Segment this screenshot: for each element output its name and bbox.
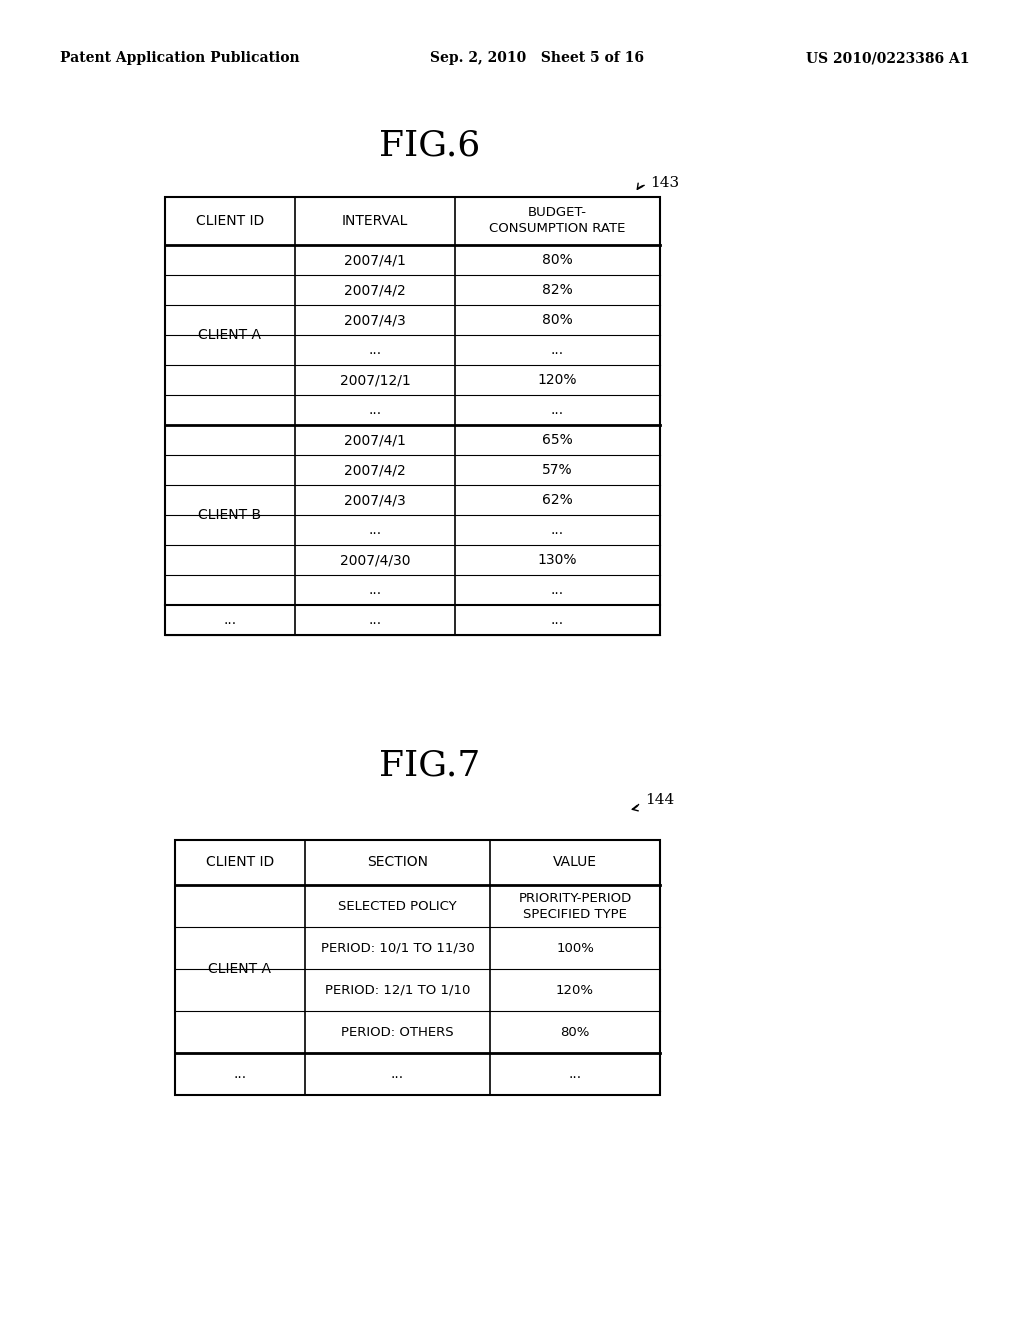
Text: 120%: 120% bbox=[538, 374, 578, 387]
Text: ...: ... bbox=[568, 1067, 582, 1081]
Text: CLIENT B: CLIENT B bbox=[199, 508, 261, 521]
Text: VALUE: VALUE bbox=[553, 855, 597, 870]
Text: 2007/4/3: 2007/4/3 bbox=[344, 313, 406, 327]
Text: 62%: 62% bbox=[542, 492, 572, 507]
Text: 143: 143 bbox=[650, 176, 679, 190]
Text: 2007/12/1: 2007/12/1 bbox=[340, 374, 411, 387]
Text: ...: ... bbox=[369, 583, 382, 597]
Text: 80%: 80% bbox=[560, 1026, 590, 1039]
Text: ...: ... bbox=[551, 523, 564, 537]
Text: CLIENT ID: CLIENT ID bbox=[206, 855, 274, 870]
Text: 100%: 100% bbox=[556, 941, 594, 954]
Text: 2007/4/30: 2007/4/30 bbox=[340, 553, 411, 568]
Text: ...: ... bbox=[369, 612, 382, 627]
Text: 80%: 80% bbox=[542, 253, 572, 267]
Text: SECTION: SECTION bbox=[367, 855, 428, 870]
Text: ...: ... bbox=[551, 343, 564, 356]
Bar bbox=[165, 197, 660, 635]
Text: ...: ... bbox=[369, 403, 382, 417]
Text: CLIENT A: CLIENT A bbox=[199, 327, 261, 342]
Text: 80%: 80% bbox=[542, 313, 572, 327]
Text: INTERVAL: INTERVAL bbox=[342, 214, 409, 228]
Text: PERIOD: 12/1 TO 1/10: PERIOD: 12/1 TO 1/10 bbox=[325, 983, 470, 997]
Text: SELECTED POLICY: SELECTED POLICY bbox=[338, 899, 457, 912]
Text: Patent Application Publication: Patent Application Publication bbox=[60, 51, 300, 65]
Text: ...: ... bbox=[223, 612, 237, 627]
Text: 130%: 130% bbox=[538, 553, 578, 568]
Text: 2007/4/1: 2007/4/1 bbox=[344, 433, 406, 447]
Text: Sep. 2, 2010   Sheet 5 of 16: Sep. 2, 2010 Sheet 5 of 16 bbox=[430, 51, 644, 65]
Text: FIG.7: FIG.7 bbox=[379, 748, 480, 781]
Text: 2007/4/1: 2007/4/1 bbox=[344, 253, 406, 267]
Text: ...: ... bbox=[551, 403, 564, 417]
Text: 2007/4/3: 2007/4/3 bbox=[344, 492, 406, 507]
Text: PERIOD: 10/1 TO 11/30: PERIOD: 10/1 TO 11/30 bbox=[321, 941, 474, 954]
Text: CLIENT A: CLIENT A bbox=[209, 962, 271, 975]
Text: BUDGET-
CONSUMPTION RATE: BUDGET- CONSUMPTION RATE bbox=[489, 206, 626, 235]
Text: 2007/4/2: 2007/4/2 bbox=[344, 463, 406, 477]
Text: 65%: 65% bbox=[542, 433, 572, 447]
Text: US 2010/0223386 A1: US 2010/0223386 A1 bbox=[807, 51, 970, 65]
Text: 2007/4/2: 2007/4/2 bbox=[344, 282, 406, 297]
Text: ...: ... bbox=[233, 1067, 247, 1081]
Text: PRIORITY-PERIOD
SPECIFIED TYPE: PRIORITY-PERIOD SPECIFIED TYPE bbox=[518, 891, 632, 920]
Text: FIG.6: FIG.6 bbox=[379, 128, 480, 162]
Text: 144: 144 bbox=[645, 793, 674, 807]
Text: PERIOD: OTHERS: PERIOD: OTHERS bbox=[341, 1026, 454, 1039]
Text: 57%: 57% bbox=[542, 463, 572, 477]
Text: ...: ... bbox=[369, 343, 382, 356]
Text: ...: ... bbox=[391, 1067, 404, 1081]
Text: ...: ... bbox=[369, 523, 382, 537]
Text: 82%: 82% bbox=[542, 282, 572, 297]
Text: ...: ... bbox=[551, 612, 564, 627]
Text: ...: ... bbox=[551, 583, 564, 597]
Bar bbox=[175, 840, 660, 1096]
Text: CLIENT ID: CLIENT ID bbox=[196, 214, 264, 228]
Text: 120%: 120% bbox=[556, 983, 594, 997]
